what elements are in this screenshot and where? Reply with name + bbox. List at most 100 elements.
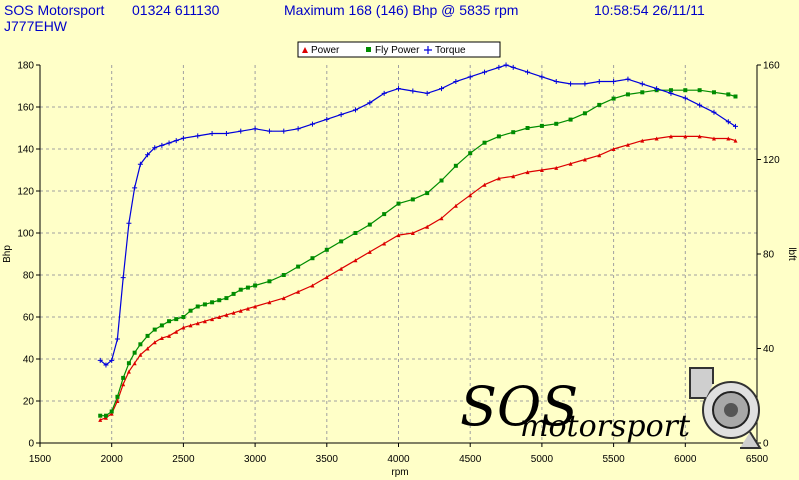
power-point (195, 321, 200, 326)
fly-power-point (138, 342, 143, 347)
power-point (296, 289, 301, 294)
y-left-tick-label: 0 (28, 439, 34, 450)
power-point (159, 336, 164, 340)
torque-point (126, 220, 132, 226)
x-tick-label: 4500 (459, 454, 482, 465)
torque-point (539, 74, 545, 80)
fly-power-point (482, 140, 487, 145)
fly-power-point (281, 273, 286, 277)
torque-point (611, 79, 617, 85)
torque-point (711, 109, 717, 115)
y-left-tick-label: 100 (17, 229, 34, 240)
fly-power-point (625, 92, 630, 97)
header-registration: J777EHW (4, 18, 68, 34)
power-point (396, 233, 401, 238)
fly-power-point (511, 130, 516, 135)
torque-point (396, 86, 401, 92)
fly-power-point (396, 201, 401, 206)
header-company: SOS Motorsport (4, 2, 105, 18)
x-tick-label: 4000 (387, 454, 410, 465)
power-point (525, 170, 530, 175)
torque-point (137, 161, 143, 167)
power-point (554, 165, 559, 170)
torque-point (381, 90, 387, 96)
fly-power-point (159, 323, 164, 328)
power-point (217, 315, 222, 319)
fly-power-point (568, 117, 573, 122)
torque-point (295, 126, 301, 132)
torque-point (482, 69, 488, 75)
power-point (339, 266, 344, 271)
y-axis-left-label: Bhp (2, 245, 13, 263)
grid (40, 65, 757, 443)
fly-power-point (382, 212, 387, 217)
fly-power-point (439, 178, 444, 183)
power-point (726, 136, 731, 141)
fly-power-point (367, 222, 372, 227)
power-point (121, 382, 126, 387)
fly-power-point (103, 413, 108, 418)
y-left-tick-label: 180 (17, 61, 34, 72)
power-point (167, 333, 172, 338)
fly-power-point (697, 88, 702, 93)
power-point (145, 346, 150, 351)
power-point (611, 147, 616, 151)
torque-point (120, 275, 126, 281)
power-point (496, 176, 501, 181)
torque-point (281, 128, 287, 134)
legend-power-label: Power (311, 45, 340, 56)
fly-power-point (353, 231, 358, 235)
fly-power-point (683, 88, 688, 93)
torque-point (697, 102, 703, 108)
power-point (202, 319, 207, 324)
y-right-tick-label: 120 (763, 155, 780, 166)
power-point (210, 317, 215, 322)
legend-flypower-marker (366, 47, 371, 52)
fly-power-point (453, 163, 458, 168)
fly-power-point (152, 327, 157, 332)
torque-point (180, 135, 186, 141)
power-point (310, 283, 315, 288)
torque-point (410, 88, 416, 94)
power-point (568, 161, 573, 166)
fly-power-point (296, 264, 301, 269)
torque-point (625, 76, 631, 82)
torque-point (553, 79, 559, 85)
torque-point (525, 69, 531, 75)
power-point (253, 304, 258, 309)
fly-power-point (554, 121, 559, 126)
legend-torque-label: Torque (435, 45, 466, 56)
torque-point (654, 86, 660, 92)
power-point (453, 203, 458, 208)
fly-power-point (238, 287, 243, 292)
legend-power-marker (302, 47, 308, 53)
torque-point (195, 133, 201, 139)
x-tick-label: 3500 (316, 454, 339, 465)
torque-point (159, 142, 165, 148)
y-left-tick-label: 40 (23, 355, 35, 366)
x-tick-label: 6500 (746, 454, 769, 465)
torque-point (338, 112, 344, 118)
turbo-icon (689, 367, 762, 449)
power-point (382, 241, 387, 246)
power-point (439, 216, 444, 221)
power-point (697, 134, 702, 139)
fly-power-point (726, 92, 731, 97)
torque-point (238, 128, 244, 134)
x-tick-label: 2500 (172, 454, 195, 465)
power-point (353, 258, 358, 263)
torque-point (725, 119, 731, 125)
power-point (468, 193, 473, 198)
fly-power-point (496, 134, 501, 139)
power-point (640, 138, 645, 143)
power-point (132, 361, 137, 366)
power-point (115, 399, 120, 403)
fly-power-point (253, 283, 258, 288)
power-point (126, 369, 131, 374)
torque-point (367, 100, 373, 106)
torque-point (496, 64, 502, 70)
torque-point (668, 90, 674, 96)
torque-point (152, 145, 158, 151)
